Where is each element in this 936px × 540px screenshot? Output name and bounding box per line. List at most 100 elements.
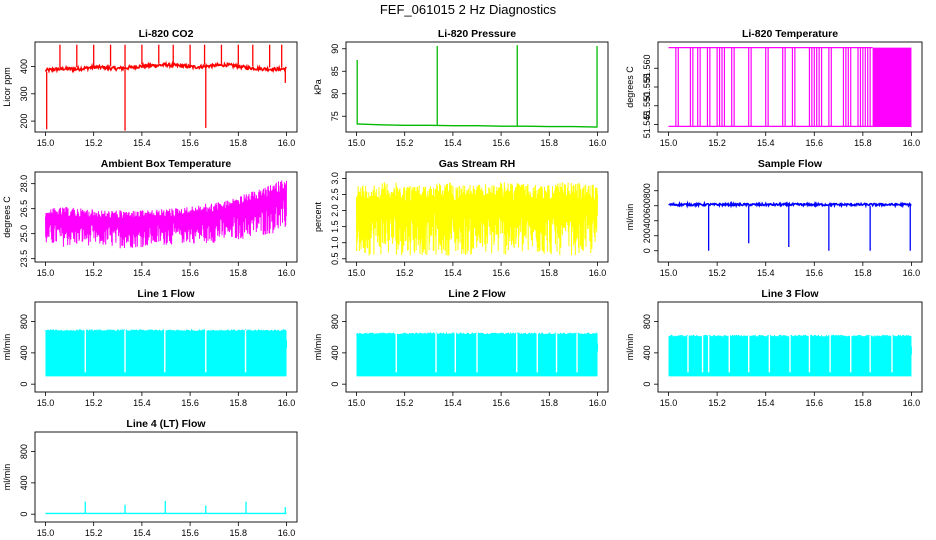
plot-frame (345, 301, 609, 393)
chart-title: Line 3 Flow (761, 288, 819, 300)
y-tick-label: 800 (642, 314, 652, 329)
x-tick-label: 15.2 (85, 398, 103, 408)
x-tick-label: 15.8 (230, 138, 248, 148)
plot-frame (345, 171, 609, 263)
x-tick-label: 15.8 (230, 398, 248, 408)
x-tick-label: 15.6 (492, 268, 510, 278)
y-tick-label: 800 (642, 183, 652, 198)
x-tick-label: 15.4 (133, 268, 151, 278)
y-axis-label: Licor ppm (2, 67, 12, 107)
x-tick-label: 16.0 (589, 138, 607, 148)
series-1 (44, 44, 287, 131)
y-tick-label: 400 (19, 59, 29, 74)
x-tick-label: 15.8 (230, 528, 248, 538)
y-axis-label: ml/min (2, 464, 12, 491)
x-tick-label: 16.0 (589, 398, 607, 408)
y-axis-label: kPa (313, 79, 323, 95)
plot-frame (34, 431, 298, 523)
y-tick-label: 1.5 (330, 220, 340, 233)
y-tick-label: 800 (19, 444, 29, 459)
chart-title: Line 2 Flow (448, 288, 506, 300)
x-tick-label: 15.6 (181, 398, 199, 408)
x-tick-label: 15.2 (708, 138, 726, 148)
x-tick-label: 15.4 (757, 268, 775, 278)
series-9 (668, 334, 912, 377)
x-tick-label: 16.0 (903, 398, 921, 408)
y-tick-label: 90 (330, 44, 340, 54)
plot-frame (657, 301, 923, 393)
y-tick-label: 0.5 (330, 253, 340, 266)
y-axis-label: ml/min (625, 204, 635, 231)
x-tick-label: 15.0 (660, 398, 678, 408)
x-tick-label: 15.0 (37, 398, 55, 408)
series-3 (668, 47, 912, 127)
chart-panel-5: Gas Stream RH percent 15.0 15.2 15.4 15.6 15.8… (313, 158, 609, 278)
x-tick-label: 15.2 (708, 268, 726, 278)
y-tick-label: 75 (330, 111, 340, 121)
y-axis-label: percent (313, 201, 323, 232)
figure-title: FEF_061015 2 Hz Diagnostics (380, 2, 557, 17)
y-tick-label: 28.0 (19, 175, 29, 193)
series-5 (356, 182, 598, 256)
x-tick-label: 16.0 (589, 268, 607, 278)
y-tick-label: 400 (19, 475, 29, 490)
x-tick-label: 15.4 (444, 138, 462, 148)
y-tick-label: 800 (19, 314, 29, 329)
y-axis-label: degrees C (2, 196, 12, 238)
x-tick-label: 15.0 (37, 138, 55, 148)
series-2 (356, 45, 598, 128)
y-tick-label: 51.550 (642, 92, 652, 120)
x-tick-label: 15.2 (396, 138, 414, 148)
chart-title: Li-820 Temperature (742, 28, 838, 40)
y-tick-label: 1.0 (330, 236, 340, 249)
x-tick-label: 16.0 (278, 138, 296, 148)
chart-panel-6: Sample Flow ml/min 15.0 15.2 15.4 15.6 15.8 16.… (625, 158, 923, 278)
y-tick-label: 80 (330, 89, 340, 99)
chart-title: Ambient Box Temperature (101, 158, 232, 170)
y-tick-label: 2.0 (330, 204, 340, 217)
y-tick-label: 400 (642, 213, 652, 228)
y-tick-label: 51.555 (642, 73, 652, 101)
y-tick-label: 85 (330, 66, 340, 76)
x-tick-label: 15.4 (757, 138, 775, 148)
x-tick-label: 15.2 (85, 138, 103, 148)
y-tick-label: 0 (330, 382, 340, 387)
chart-title: Line 4 (LT) Flow (126, 418, 206, 430)
x-tick-label: 15.6 (806, 268, 824, 278)
x-tick-label: 15.2 (708, 398, 726, 408)
y-tick-label: 0 (19, 512, 29, 517)
x-tick-label: 15.2 (396, 268, 414, 278)
series-line (45, 180, 287, 249)
x-tick-label: 15.4 (133, 398, 151, 408)
x-tick-label: 15.0 (348, 398, 366, 408)
x-tick-label: 15.6 (181, 528, 199, 538)
y-axis-label: ml/min (625, 334, 635, 361)
series-7 (45, 328, 288, 377)
series-line (44, 60, 287, 74)
x-tick-label: 15.6 (492, 138, 510, 148)
x-tick-label: 15.2 (85, 268, 103, 278)
x-tick-label: 15.8 (541, 138, 559, 148)
y-tick-label: 400 (330, 345, 340, 360)
panels-group: Li-820 CO2 Licor ppm 15.0 15.2 15.4 15.6 15.8 1… (2, 28, 923, 538)
x-tick-label: 15.2 (85, 528, 103, 538)
y-tick-label: 400 (19, 345, 29, 360)
x-tick-label: 15.6 (806, 138, 824, 148)
x-tick-label: 15.0 (37, 528, 55, 538)
x-tick-label: 15.4 (444, 268, 462, 278)
x-tick-label: 15.6 (181, 268, 199, 278)
y-tick-label: 200 (19, 114, 29, 129)
series-line (356, 123, 598, 128)
series-10 (45, 500, 287, 515)
series-line (668, 200, 912, 209)
x-tick-label: 15.8 (854, 138, 872, 148)
y-tick-label: 0 (642, 248, 652, 253)
x-tick-label: 16.0 (903, 268, 921, 278)
plot-frame (657, 171, 923, 263)
chart-panel-8: Line 2 Flow ml/min 15.0 15.2 15.4 15.6 15.8 16.… (313, 288, 609, 408)
plot-frame (34, 301, 298, 393)
series-line (356, 182, 598, 256)
y-tick-label: 2.5 (330, 188, 340, 201)
y-tick-label: 51.545 (642, 111, 652, 139)
